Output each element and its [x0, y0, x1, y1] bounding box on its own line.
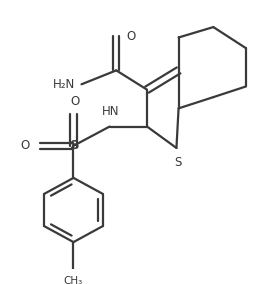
Text: CH₃: CH₃ [64, 275, 83, 284]
Text: HN: HN [102, 105, 120, 118]
Text: O: O [70, 95, 80, 108]
Text: H₂N: H₂N [53, 78, 75, 91]
Text: S: S [70, 139, 80, 152]
Text: O: O [21, 139, 30, 152]
Text: S: S [174, 156, 182, 169]
Text: O: O [126, 30, 136, 43]
